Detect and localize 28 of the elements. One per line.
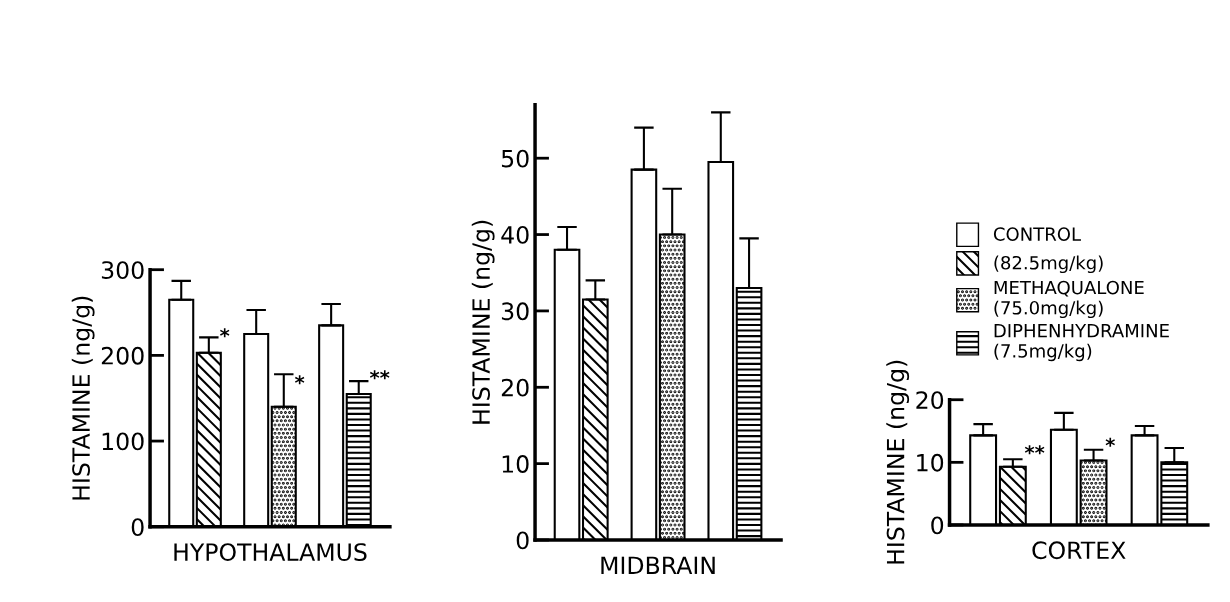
- legend-label: CONTROL: [993, 227, 1081, 241]
- y-axis-title: HISTAMINE (ng/g): [886, 360, 910, 564]
- x-axis-title: HYPOTHALAMUS: [174, 543, 367, 561]
- legend-label: (82.5mg/kg): [994, 255, 1103, 274]
- y-tick-label: 200: [101, 346, 144, 365]
- y-tick-label: 0: [131, 518, 144, 537]
- y-tick-label: 20: [916, 391, 944, 410]
- y-tick-label: 100: [102, 432, 144, 451]
- y-tick-label: 40: [501, 226, 529, 244]
- y-tick-label: 10: [502, 455, 529, 473]
- x-axis-title: MIDBRAIN: [601, 556, 715, 574]
- y-axis-title: HISTAMINE (ng/g): [71, 296, 95, 500]
- data-label: *: [1105, 437, 1115, 447]
- y-tick-label: 20: [501, 378, 529, 397]
- data-label: *: [220, 328, 230, 338]
- data-label: *: [294, 375, 305, 385]
- y-tick-label: 30: [501, 302, 529, 321]
- y-axis-title: HISTAMINE (ng/g): [471, 220, 495, 424]
- data-label: **: [1024, 445, 1045, 455]
- x-axis-title: CORTEX: [1032, 541, 1126, 560]
- y-tick-label: 0: [931, 516, 944, 535]
- legend-label: DIPHENHYDRAMINE (7.5mg/kg): [994, 324, 1169, 362]
- legend-label: METHAQUALONE (75.0mg/kg): [994, 280, 1144, 319]
- data-label: **: [369, 370, 390, 380]
- y-tick-label: 50: [501, 149, 529, 168]
- y-tick-label: 0: [516, 531, 529, 550]
- y-tick-label: 10: [917, 453, 944, 472]
- y-tick-label: 300: [101, 261, 144, 279]
